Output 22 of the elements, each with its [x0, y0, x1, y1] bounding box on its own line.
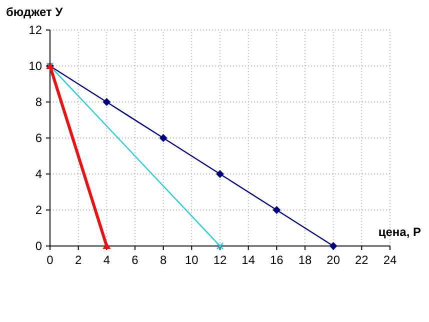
x-tick-label: 18: [298, 253, 312, 267]
x-tick-label: 20: [326, 253, 340, 267]
x-tick-label: 14: [242, 253, 256, 267]
y-tick-label: 10: [28, 59, 42, 73]
x-tick-label: 10: [184, 253, 199, 267]
y-axis-title: бюджет У: [6, 5, 64, 19]
x-tick-label: 16: [270, 253, 284, 267]
x-tick-label: 22: [354, 253, 369, 267]
y-tick-label: 2: [35, 203, 42, 217]
y-tick-label: 4: [35, 167, 42, 181]
x-tick-label: 4: [103, 253, 110, 267]
x-tick-label: 12: [213, 253, 227, 267]
x-tick-label: 0: [46, 253, 54, 267]
x-tick-label: 6: [132, 253, 139, 267]
y-tick-label: 12: [28, 23, 42, 37]
x-tick-label: 2: [74, 253, 82, 267]
x-tick-label: 8: [160, 253, 167, 267]
y-tick-label: 6: [35, 131, 42, 145]
x-axis-title: цена, Р: [378, 225, 421, 239]
y-tick-label: 0: [35, 239, 42, 253]
x-tick-label: 24: [383, 253, 397, 267]
y-tick-label: 8: [35, 95, 42, 109]
